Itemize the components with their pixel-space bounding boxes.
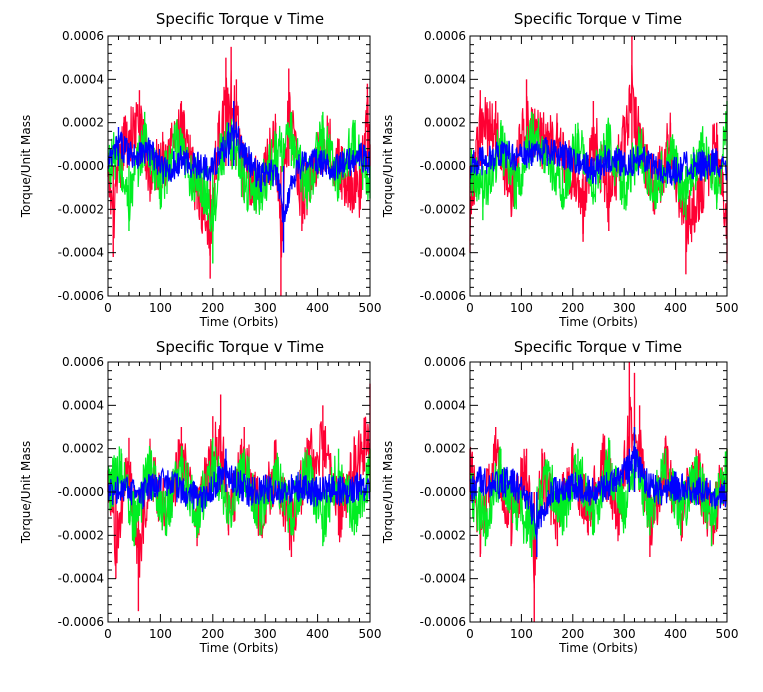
series-blue-noise [107,458,371,513]
series-blue-noise [469,445,728,539]
y-axis-label: Torque/Unit Mass [381,441,395,544]
x-axis-label: Time (Orbits) [199,315,279,329]
x-tick-label: 400 [306,301,329,315]
y-tick-label: 0.0006 [424,29,466,43]
chart-panel-1: Specific Torque v Time 0 100 200 300 400 500 -0… [19,10,381,329]
chart-title: Specific Torque v Time [156,338,324,356]
chart-title: Specific Torque v Time [514,338,682,356]
y-tick-label: -0.0004 [420,572,466,586]
x-tick-label: 500 [716,627,739,641]
x-tick-label: 500 [359,301,382,315]
y-tick-label: -0.0002 [58,202,104,216]
y-tick-label: -0.0002 [420,528,466,542]
x-axis-label: Time (Orbits) [558,315,638,329]
y-axis-label: Torque/Unit Mass [19,115,33,218]
y-tick-label: -0.0002 [420,202,466,216]
y-tick-label: 0.0006 [62,355,104,369]
y-tick-label: -0.0006 [58,615,104,629]
x-tick-label: 400 [664,627,687,641]
y-tick-label: 0.0002 [424,116,466,130]
y-axis-label: Torque/Unit Mass [381,115,395,218]
y-tick-label: -0.0000 [58,485,104,499]
x-tick-label: 200 [201,301,224,315]
y-tick-label: -0.0004 [420,246,466,260]
y-tick-label: -0.0000 [420,159,466,173]
x-tick-label: 100 [149,627,172,641]
chart-panel-3: Specific Torque v Time 0 100 200 300 400 500 -0… [19,338,381,655]
y-tick-label: -0.0006 [58,289,104,303]
series-green-noise [469,437,728,550]
x-tick-label: 100 [510,301,533,315]
x-tick-label: 0 [104,627,112,641]
x-tick-label: 200 [201,627,224,641]
y-tick-label: -0.0004 [58,572,104,586]
x-tick-label: 100 [510,627,533,641]
y-tick-label: 0.0004 [424,398,466,412]
x-tick-label: 400 [664,301,687,315]
chart-panel-2: Specific Torque v Time 0 100 200 300 400 500 -0… [381,10,738,329]
series-blue-noise [469,137,728,186]
y-tick-label: -0.0000 [58,159,104,173]
y-tick-label: -0.0006 [420,289,466,303]
y-tick-label: 0.0006 [424,355,466,369]
y-tick-label: -0.0002 [58,528,104,542]
x-tick-label: 500 [359,627,382,641]
y-axis-label: Torque/Unit Mass [19,441,33,544]
y-tick-label: 0.0006 [62,29,104,43]
x-tick-label: 200 [561,627,584,641]
x-axis-label: Time (Orbits) [199,641,279,655]
y-tick-label: -0.0004 [58,246,104,260]
chart-panel-4: Specific Torque v Time 0 100 200 300 400 500 -0… [381,338,738,655]
x-tick-label: 0 [466,627,474,641]
panels: Specific Torque v Time 0 100 200 300 400 500 -0… [19,10,738,655]
chart-title: Specific Torque v Time [514,10,682,28]
x-tick-label: 500 [716,301,739,315]
y-tick-label: 0.0002 [424,442,466,456]
x-tick-label: 0 [104,301,112,315]
x-tick-label: 300 [613,301,636,315]
x-tick-label: 200 [561,301,584,315]
x-tick-label: 100 [149,301,172,315]
y-tick-label: 0.0004 [62,72,104,86]
x-tick-label: 300 [254,627,277,641]
chart-title: Specific Torque v Time [156,10,324,28]
x-tick-label: 400 [306,627,329,641]
x-tick-label: 0 [466,301,474,315]
x-tick-label: 300 [254,301,277,315]
y-tick-label: -0.0000 [420,485,466,499]
series-blue-noise [107,121,371,223]
y-tick-label: 0.0004 [62,398,104,412]
y-tick-label: -0.0006 [420,615,466,629]
y-tick-label: 0.0002 [62,442,104,456]
y-tick-label: 0.0002 [62,116,104,130]
series-green-noise [107,440,371,543]
x-axis-label: Time (Orbits) [558,641,638,655]
x-tick-label: 300 [613,627,636,641]
y-tick-label: 0.0004 [424,72,466,86]
